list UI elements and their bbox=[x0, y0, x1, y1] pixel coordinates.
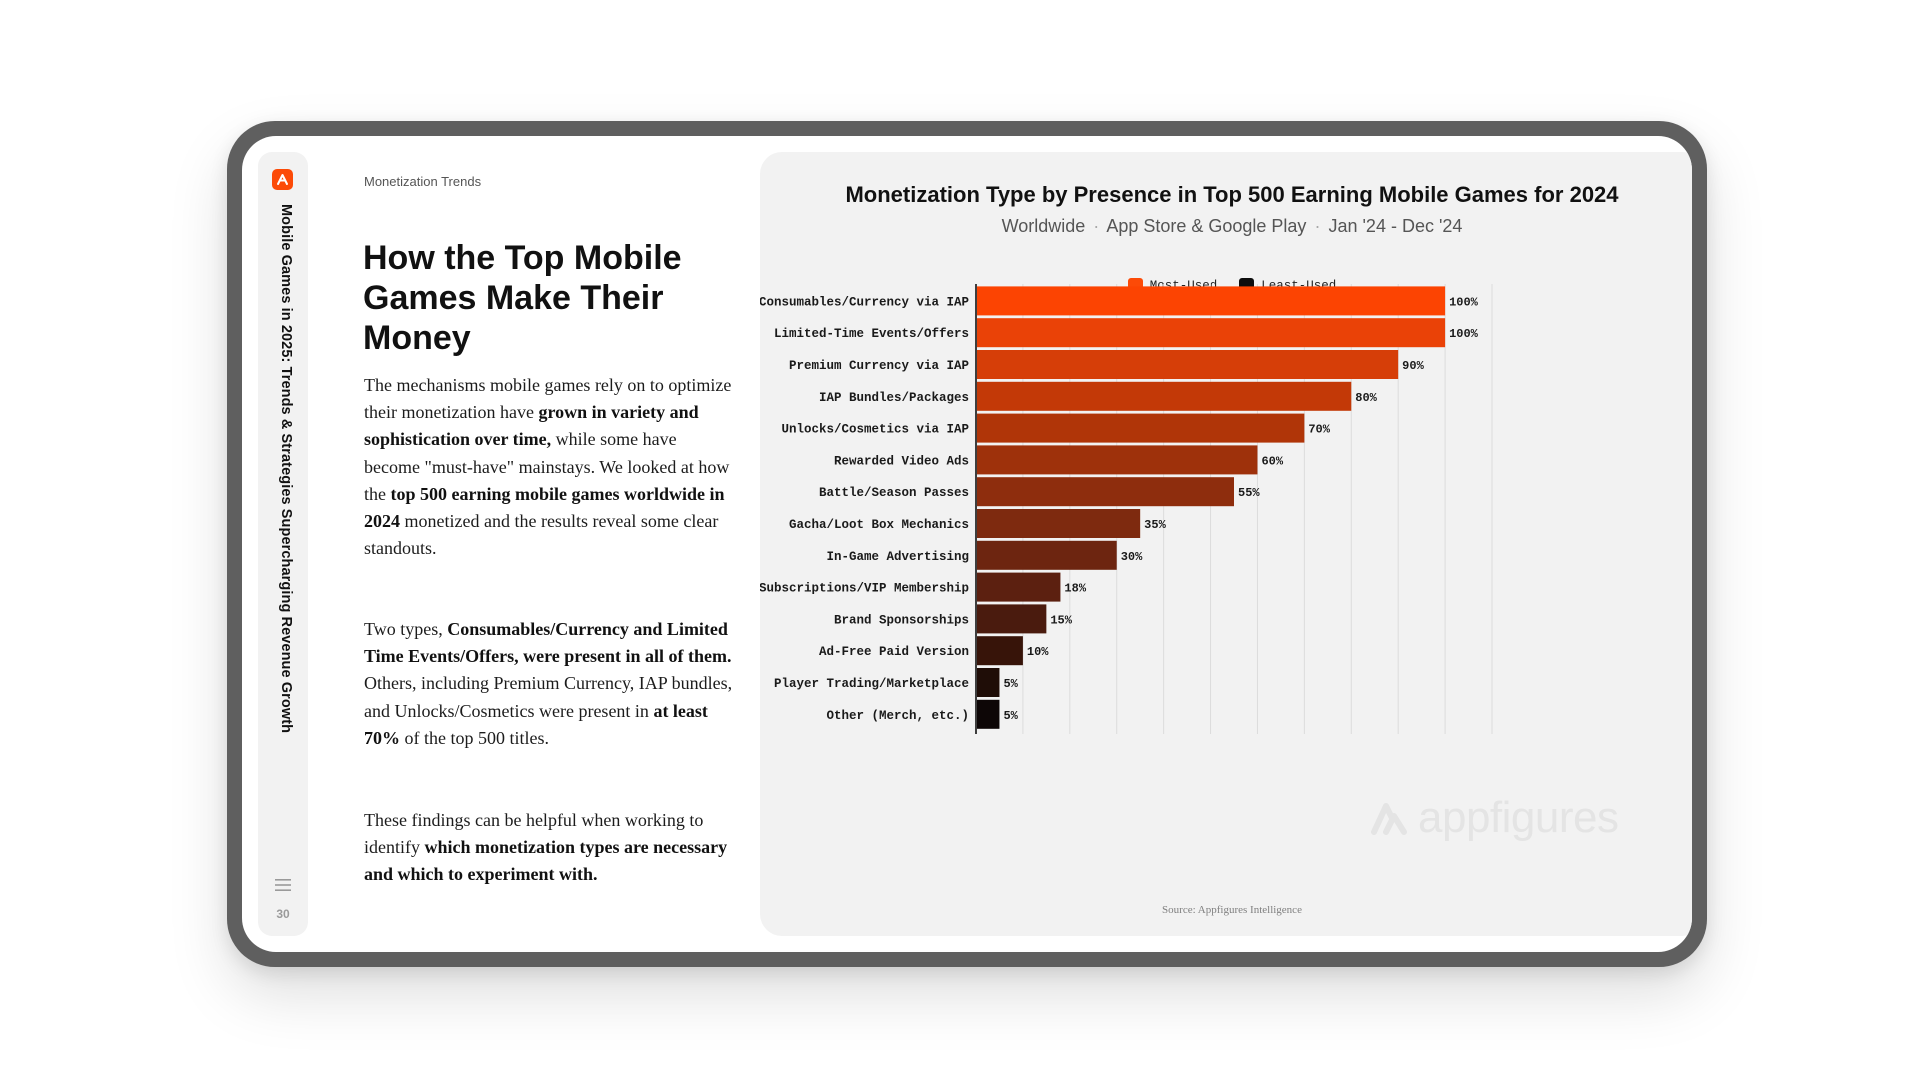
category-label: Other (Merch, etc.) bbox=[826, 709, 969, 723]
tablet-frame: Mobile Games in 2025: Trends & Strategie… bbox=[227, 121, 1707, 967]
category-label: Ad-Free Paid Version bbox=[819, 645, 969, 659]
value-label: 15% bbox=[1050, 613, 1072, 627]
value-label: 5% bbox=[1003, 677, 1018, 691]
chart-source: Source: Appfigures Intelligence bbox=[1162, 904, 1302, 916]
text-run-2: Others, including Premium Currency, IAP … bbox=[364, 673, 733, 721]
category-label: Player Trading/Marketplace bbox=[774, 677, 969, 691]
category-label: IAP Bundles/Packages bbox=[819, 391, 969, 405]
text-run-2: while some have become "must-have" mains… bbox=[364, 429, 730, 504]
category-label: Subscriptions/VIP Membership bbox=[760, 582, 969, 596]
appfigures-watermark-icon bbox=[1371, 803, 1407, 835]
value-label: 90% bbox=[1402, 359, 1424, 373]
value-label: 70% bbox=[1308, 423, 1330, 437]
bar bbox=[977, 604, 1047, 634]
emphasis-text-3: top 500 earning mobile games worldwide i… bbox=[364, 483, 725, 532]
subtitle-date-range: Jan '24 - Dec '24 bbox=[1328, 216, 1463, 236]
bar bbox=[977, 350, 1399, 379]
text-run-0: The mechanisms mobile games rely on to o… bbox=[364, 375, 732, 423]
bar bbox=[977, 572, 1061, 602]
section-label: Monetization Trends bbox=[364, 174, 482, 189]
paragraph-takeaway: These findings can be helpful when worki… bbox=[364, 807, 734, 889]
bar bbox=[977, 636, 1023, 666]
category-label: Brand Sponsorships bbox=[834, 613, 969, 627]
value-label: 60% bbox=[1261, 454, 1283, 468]
bar bbox=[977, 540, 1117, 570]
chart-card: Monetization Type by Presence in Top 500… bbox=[760, 152, 1692, 936]
text-run-4: monetized and the results reveal some cl… bbox=[364, 511, 719, 559]
page-title: How the Top Mobile Games Make Their Mone… bbox=[363, 239, 682, 357]
category-label: Battle/Season Passes bbox=[819, 486, 969, 500]
category-label: Limited-Time Events/Offers bbox=[774, 327, 969, 341]
category-label: Unlocks/Cosmetics via IAP bbox=[781, 423, 969, 437]
bar bbox=[977, 509, 1141, 538]
bar bbox=[977, 445, 1258, 475]
emphasis-text-1: which monetization types are necessary a… bbox=[364, 837, 728, 885]
value-label: 55% bbox=[1238, 486, 1260, 500]
category-label: Gacha/Loot Box Mechanics bbox=[789, 518, 969, 532]
sidebar: Mobile Games in 2025: Trends & Strategie… bbox=[258, 152, 308, 936]
menu-icon[interactable] bbox=[274, 878, 292, 892]
category-label: In-Game Advertising bbox=[826, 550, 969, 564]
category-label: Consumables/Currency via IAP bbox=[760, 295, 969, 309]
bar bbox=[977, 318, 1446, 348]
watermark-text: appfigures bbox=[1418, 793, 1619, 842]
subtitle-platforms: App Store & Google Play bbox=[1106, 216, 1307, 236]
value-label: 30% bbox=[1121, 550, 1143, 564]
report-title: Mobile Games in 2025: Trends & Strategie… bbox=[278, 204, 294, 734]
text-run-0: Two types, bbox=[364, 619, 448, 639]
page-number: 30 bbox=[276, 907, 290, 921]
emphasis-text-1: grown in variety and sophistication over… bbox=[364, 402, 699, 450]
subtitle-region: Worldwide bbox=[1001, 216, 1086, 236]
emphasis-text-3: at least 70% bbox=[364, 700, 708, 748]
bar-chart: Consumables/Currency via IAP 100% Limited-… bbox=[760, 284, 1493, 734]
category-label: Premium Currency via IAP bbox=[789, 359, 969, 373]
value-label: 100% bbox=[1449, 295, 1479, 309]
text-run-0: These findings can be helpful when worki… bbox=[364, 810, 704, 858]
value-label: 18% bbox=[1064, 582, 1086, 596]
emphasis-text-1: Consumables/Currency and Limited Time Ev… bbox=[364, 619, 732, 667]
bar bbox=[977, 286, 1446, 316]
chart-subtitle: Worldwide · App Store & Google Play · Ja… bbox=[1001, 216, 1463, 236]
value-label: 5% bbox=[1003, 709, 1018, 723]
value-label: 10% bbox=[1027, 645, 1049, 659]
paragraph-findings: Two types, Consumables/Currency and Limi… bbox=[364, 616, 734, 752]
value-label: 100% bbox=[1449, 327, 1479, 341]
bar bbox=[977, 699, 1000, 729]
bar bbox=[977, 668, 1000, 697]
appfigures-logo-icon[interactable] bbox=[272, 169, 293, 190]
text-run-4: of the top 500 titles. bbox=[400, 727, 549, 748]
bar bbox=[977, 413, 1305, 443]
value-label: 35% bbox=[1144, 518, 1166, 532]
paragraph-intro: The mechanisms mobile games rely on to o… bbox=[364, 372, 734, 562]
tablet-screen: Mobile Games in 2025: Trends & Strategie… bbox=[242, 136, 1692, 952]
appfigures-watermark: appfigures bbox=[1370, 793, 1619, 843]
chart-title: Monetization Type by Presence in Top 500… bbox=[845, 182, 1619, 207]
bar bbox=[977, 381, 1352, 411]
category-label: Rewarded Video Ads bbox=[834, 454, 969, 468]
value-label: 80% bbox=[1355, 391, 1377, 405]
bar bbox=[977, 477, 1234, 507]
